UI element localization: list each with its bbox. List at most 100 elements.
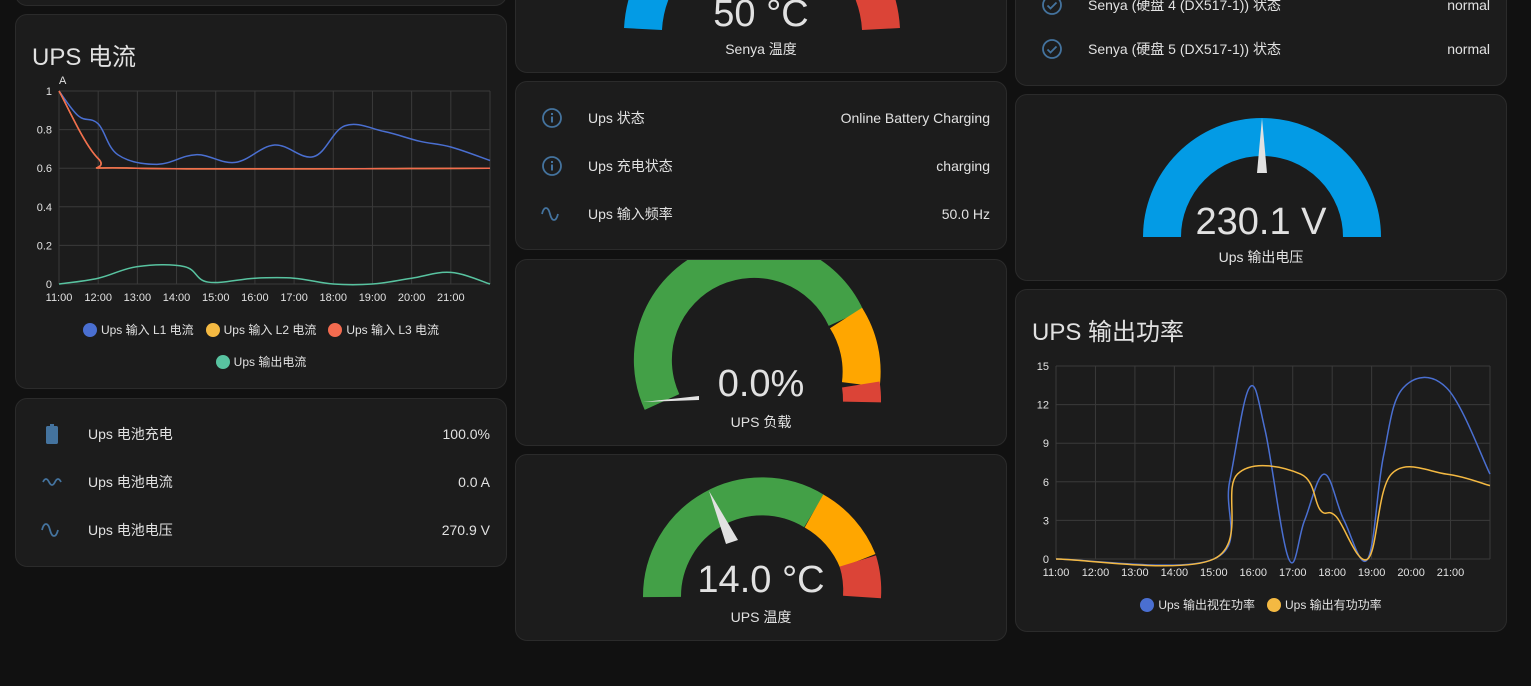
gauge-needle bbox=[643, 396, 699, 402]
ups-current-chart: 0 0.2 0.4 0.6 0.8 1 11:00 12:00 13:00 14:00 15:00 1… bbox=[37, 75, 491, 304]
legend-item[interactable]: Ups 输入 L3 电流 bbox=[328, 321, 439, 338]
chart-legend: Ups 输入 L1 电流 Ups 输入 L2 电流 Ups 输入 L3 电流 bbox=[16, 321, 506, 338]
entity-name: Senya (硬盘 4 (DX517-1)) 状态 bbox=[1088, 0, 1281, 13]
info-icon bbox=[540, 154, 564, 178]
check-circle-icon bbox=[1040, 37, 1064, 61]
entity-name: Ups 电池电流 bbox=[88, 474, 173, 490]
ups-output-voltage-gauge-card[interactable]: 230.1 V Ups 输出电压 bbox=[1015, 94, 1507, 281]
battery-charge-row[interactable]: Ups 电池充电 100.0% bbox=[16, 410, 506, 458]
battery-current-row[interactable]: Ups 电池电流 0.0 A bbox=[16, 458, 506, 506]
x-tick-label: 20:00 bbox=[398, 292, 426, 304]
x-tick-label: 18:00 bbox=[320, 292, 348, 304]
ups-status-row[interactable]: Ups 状态 Online Battery Charging bbox=[516, 94, 1006, 142]
sine-wave-icon bbox=[40, 518, 64, 542]
ups-input-frequency-row[interactable]: Ups 输入频率 50.0 Hz bbox=[516, 190, 1006, 238]
entity-name: Ups 状态 bbox=[588, 110, 645, 126]
x-tick-label: 19:00 bbox=[1358, 567, 1386, 579]
battery-voltage-row[interactable]: Ups 电池电压 270.9 V bbox=[16, 506, 506, 554]
battery-icon bbox=[40, 422, 64, 446]
entity-value: 270.9 V bbox=[441, 522, 490, 538]
x-tick-label: 21:00 bbox=[437, 292, 465, 304]
y-tick-label: 0.8 bbox=[37, 125, 52, 137]
y-unit-label: A bbox=[59, 75, 67, 87]
ups-charge-status-row[interactable]: Ups 充电状态 charging bbox=[516, 142, 1006, 190]
entity-value: 100.0% bbox=[442, 426, 490, 442]
gauge-value: 50 °C bbox=[713, 0, 809, 35]
disk5-status-row[interactable]: Senya (硬盘 5 (DX517-1)) 状态 normal bbox=[1016, 25, 1506, 73]
x-tick-label: 18:00 bbox=[1318, 567, 1346, 579]
y-tick-label: 15 bbox=[1037, 361, 1049, 373]
x-tick-label: 13:00 bbox=[1121, 567, 1149, 579]
gauge-needle bbox=[1257, 118, 1267, 173]
series-line bbox=[58, 90, 491, 166]
gauge-value: 14.0 °C bbox=[697, 559, 825, 601]
gauge-value: 230.1 V bbox=[1195, 201, 1327, 243]
gauge-needle bbox=[709, 491, 738, 544]
x-tick-label: 19:00 bbox=[359, 292, 387, 304]
series-line bbox=[58, 90, 491, 170]
y-tick-label: 0.2 bbox=[37, 240, 52, 252]
gauge-name: Ups 输出电压 bbox=[1218, 249, 1304, 265]
x-tick-label: 11:00 bbox=[1043, 567, 1070, 579]
y-tick-label: 1 bbox=[46, 86, 52, 98]
y-tick-label: 0.4 bbox=[37, 202, 52, 214]
x-tick-label: 20:00 bbox=[1397, 567, 1425, 579]
x-tick-label: 11:00 bbox=[46, 292, 73, 304]
voltage-gauge-arc bbox=[1143, 118, 1381, 238]
temp-gauge-arc bbox=[642, 477, 882, 599]
legend-item[interactable]: Ups 输出电流 bbox=[215, 353, 306, 370]
x-tick-label: 21:00 bbox=[1437, 567, 1465, 579]
senya-temp-gauge-card[interactable]: 50 °C Senya 温度 bbox=[515, 0, 1007, 73]
series-line bbox=[1055, 376, 1491, 566]
entity-value: charging bbox=[936, 158, 990, 174]
card-title: UPS 电流 bbox=[32, 44, 137, 71]
gauge-name: UPS 温度 bbox=[730, 609, 792, 625]
y-tick-label: 9 bbox=[1043, 438, 1049, 450]
y-tick-label: 3 bbox=[1043, 515, 1049, 527]
x-tick-label: 15:00 bbox=[202, 292, 230, 304]
y-tick-label: 6 bbox=[1043, 477, 1049, 489]
entity-value: 0.0 A bbox=[458, 474, 490, 490]
info-icon bbox=[540, 106, 564, 130]
entity-name: Ups 电池电压 bbox=[88, 522, 173, 538]
legend-item[interactable]: Ups 输出有功功率 bbox=[1267, 596, 1382, 613]
x-tick-label: 15:00 bbox=[1200, 567, 1228, 579]
series-line bbox=[58, 264, 491, 286]
ups-load-gauge-card[interactable]: 0.0% UPS 负载 bbox=[515, 259, 1007, 446]
load-gauge-arc bbox=[633, 260, 882, 410]
y-tick-label: 0.6 bbox=[37, 163, 52, 175]
ups-status-card: Ups 状态 Online Battery Charging Ups 充电状态 … bbox=[515, 81, 1007, 250]
ups-temp-gauge-card[interactable]: 14.0 °C UPS 温度 bbox=[515, 454, 1007, 641]
legend-item[interactable]: Ups 输入 L2 电流 bbox=[205, 321, 316, 338]
entity-name: Ups 电池充电 bbox=[88, 426, 173, 442]
x-tick-label: 12:00 bbox=[1082, 567, 1110, 579]
legend-item[interactable]: Ups 输出视在功率 bbox=[1140, 596, 1255, 613]
entity-name: Ups 充电状态 bbox=[588, 158, 673, 174]
entity-name: Ups 输入频率 bbox=[588, 206, 673, 222]
x-tick-label: 17:00 bbox=[280, 292, 308, 304]
current-dc-icon bbox=[40, 470, 64, 494]
chart-legend-row2: Ups 输出电流 bbox=[16, 353, 506, 370]
entity-name: Senya (硬盘 5 (DX517-1)) 状态 bbox=[1088, 41, 1281, 57]
legend-item[interactable]: Ups 输入 L1 电流 bbox=[82, 321, 194, 338]
disk4-status-row[interactable]: Senya (硬盘 4 (DX517-1)) 状态 normal bbox=[1016, 0, 1506, 29]
sine-wave-icon bbox=[540, 202, 564, 226]
entity-value: normal bbox=[1447, 41, 1490, 57]
top-left-card-edge bbox=[15, 0, 507, 6]
check-circle-icon bbox=[1040, 0, 1064, 17]
x-tick-label: 14:00 bbox=[163, 292, 191, 304]
disk-status-card: Senya (硬盘 4 (DX517-1)) 状态 normal Senya (… bbox=[1015, 0, 1507, 86]
x-tick-label: 16:00 bbox=[241, 292, 269, 304]
entity-value: Online Battery Charging bbox=[840, 110, 990, 126]
x-tick-label: 14:00 bbox=[1161, 567, 1189, 579]
battery-card: Ups 电池充电 100.0% Ups 电池电流 0.0 A Ups 电池电压 … bbox=[15, 398, 507, 567]
x-tick-label: 17:00 bbox=[1279, 567, 1307, 579]
y-tick-label: 0 bbox=[46, 279, 52, 291]
entity-value: normal bbox=[1447, 0, 1490, 13]
x-tick-label: 12:00 bbox=[84, 292, 112, 304]
y-tick-label: 0 bbox=[1043, 554, 1049, 566]
series-line bbox=[1055, 464, 1491, 567]
ups-output-power-chart: 0 3 6 9 12 15 11:00 12:00 13:00 14:00 15:00 16:00 17… bbox=[1037, 361, 1491, 579]
gauge-name: UPS 负载 bbox=[730, 414, 792, 430]
ups-current-card: UPS 电流 0 0.2 0.4 0.6 0.8 1 11:00 12:00 13:00 14:0… bbox=[15, 14, 507, 389]
